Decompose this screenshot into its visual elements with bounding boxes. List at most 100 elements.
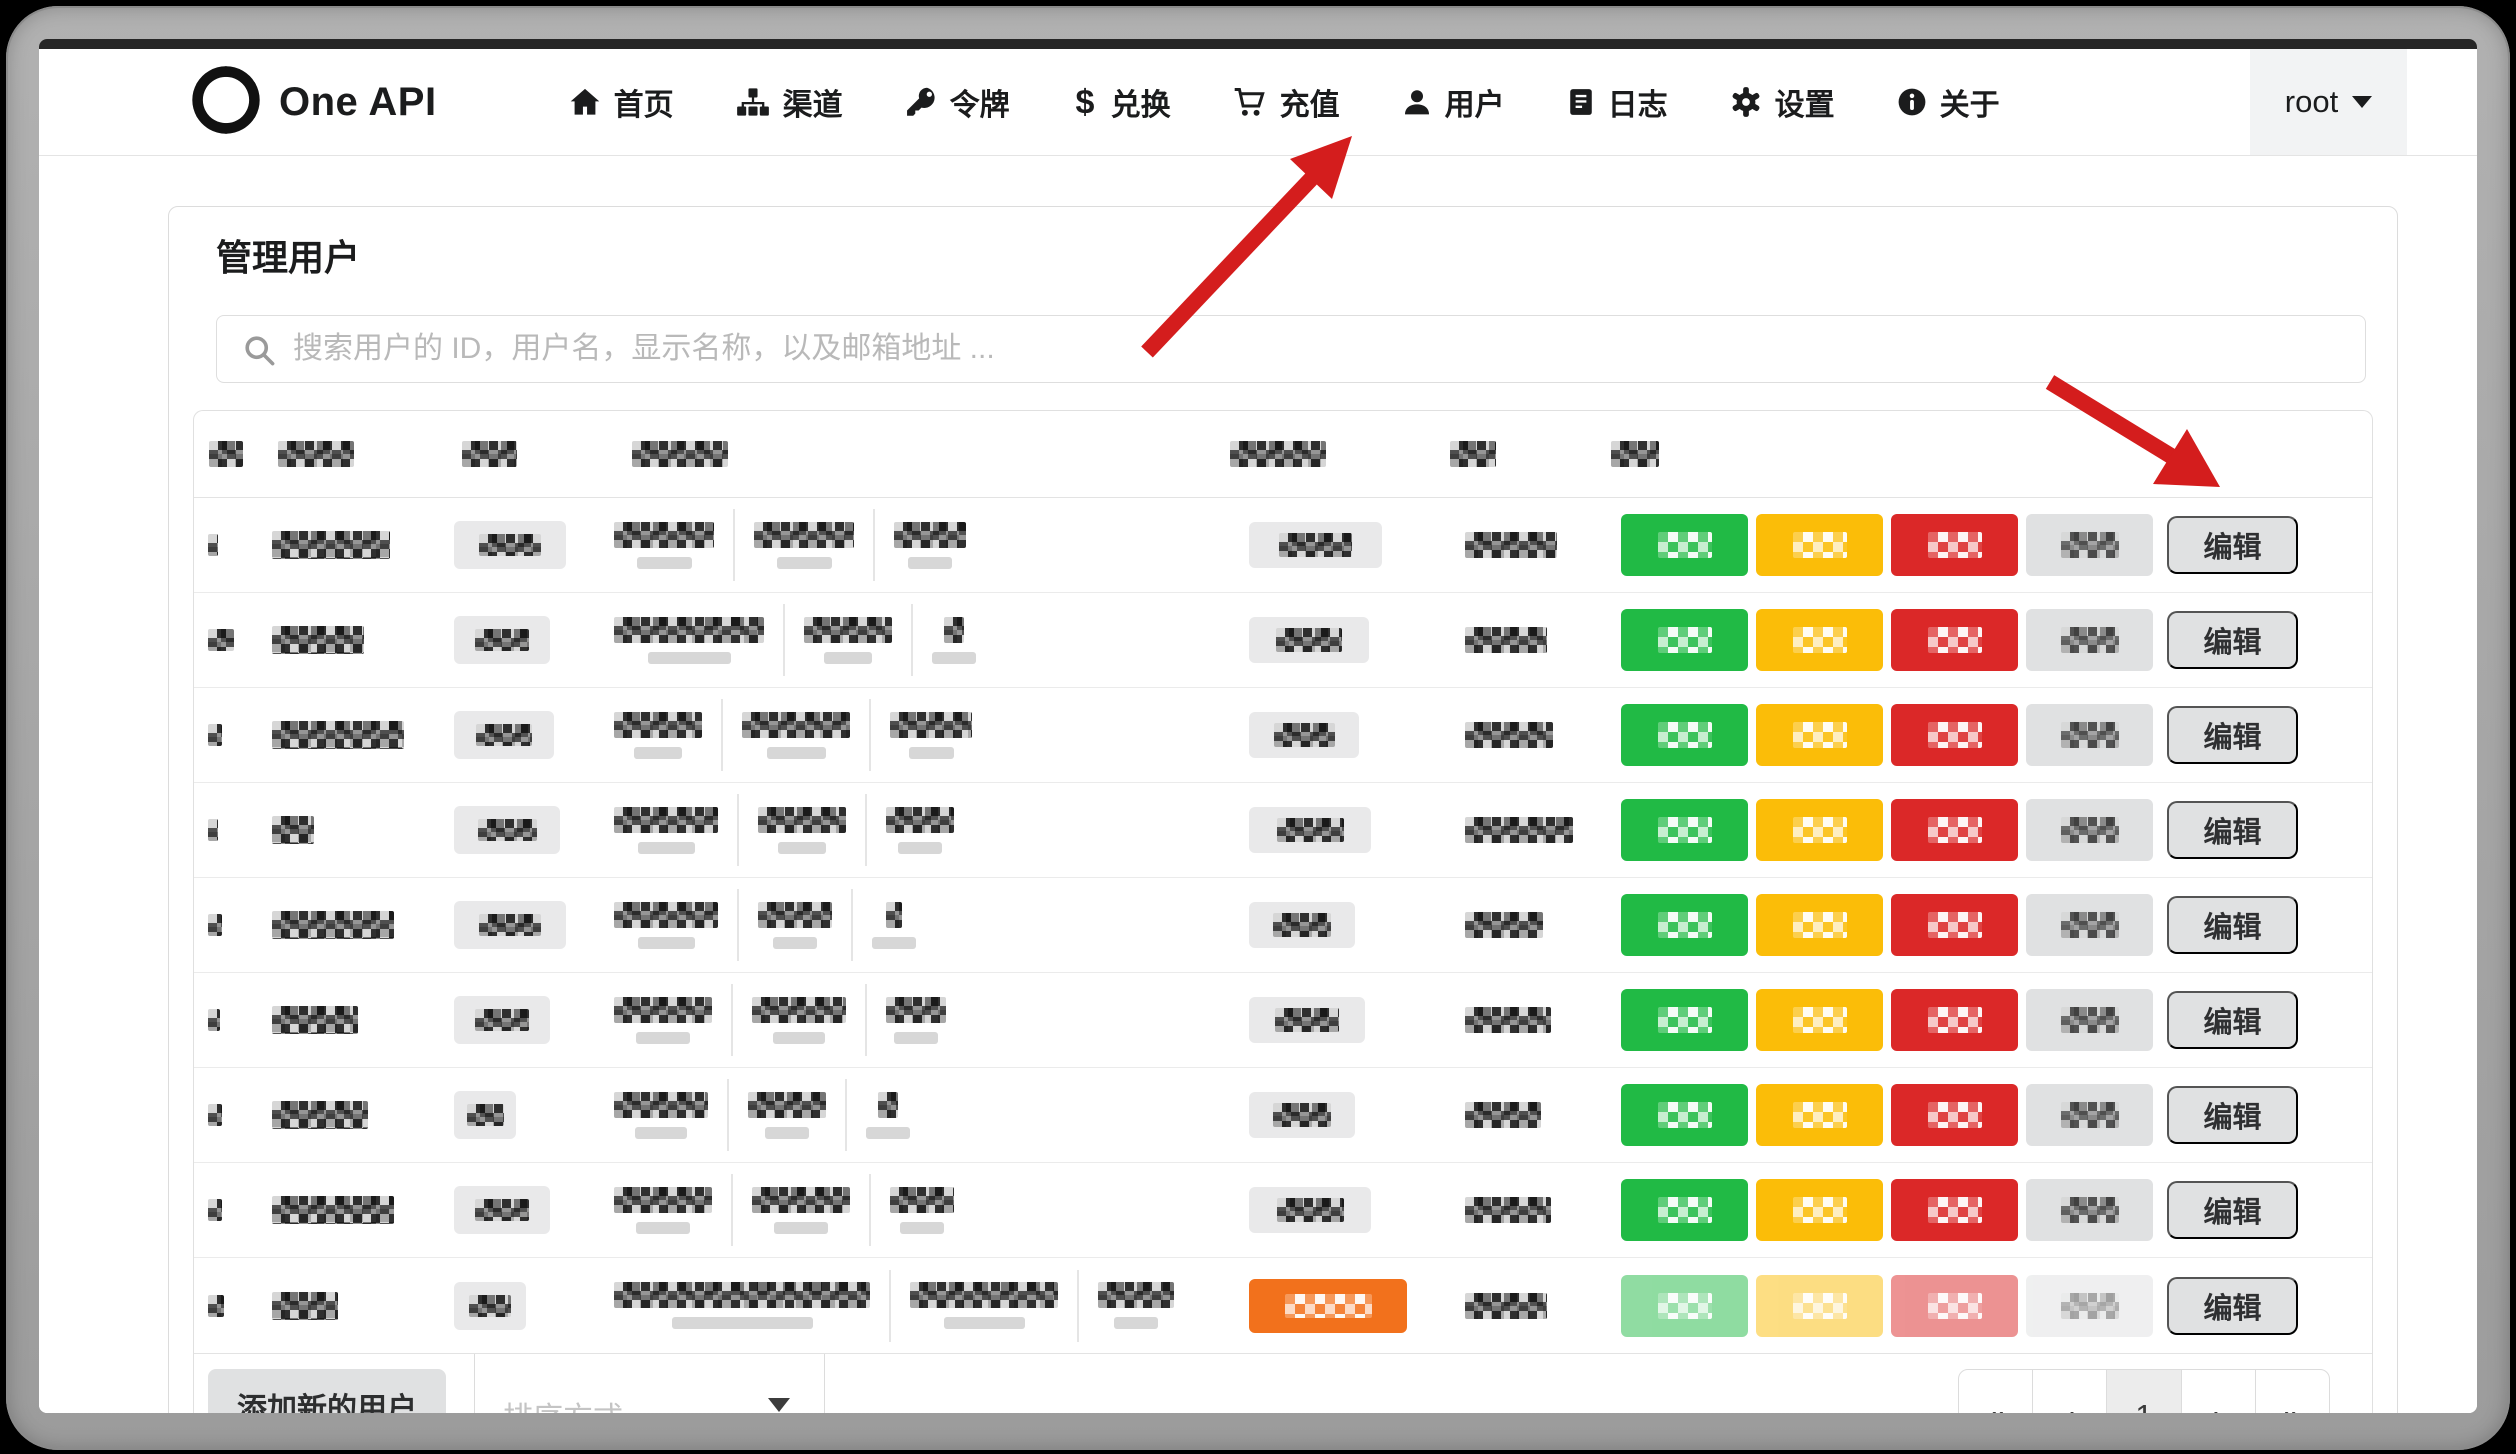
censored-text: [614, 1186, 712, 1213]
group-cell: [454, 1186, 596, 1234]
censored-text: [752, 1186, 850, 1213]
edit-button[interactable]: 编辑: [2167, 896, 2298, 954]
demote-button[interactable]: [1756, 1179, 1883, 1241]
stat-censored: [890, 1186, 954, 1234]
censored-text: [2060, 817, 2119, 843]
nav-item-users[interactable]: 用户: [1402, 80, 1505, 124]
page-next[interactable]: ›: [2180, 1370, 2255, 1413]
promote-button[interactable]: [1621, 704, 1748, 766]
page-last[interactable]: »: [2254, 1370, 2329, 1413]
group-badge: [454, 711, 554, 759]
table-row: 编辑: [194, 1068, 2372, 1163]
nav-item-about[interactable]: 关于: [1897, 80, 2000, 124]
quota-stats: [596, 699, 1242, 771]
nav-item-channels[interactable]: 渠道: [736, 80, 843, 124]
account-name: root: [2284, 84, 2339, 119]
delete-button[interactable]: [1891, 704, 2018, 766]
demote-button[interactable]: [1756, 894, 1883, 956]
promote-button[interactable]: [1621, 514, 1748, 576]
delete-button[interactable]: [1891, 609, 2018, 671]
nav-item-logs[interactable]: 日志: [1567, 80, 1668, 124]
disable-button[interactable]: [2026, 609, 2153, 671]
account-dropdown[interactable]: root: [2250, 49, 2407, 155]
browser-window: One API 首页 渠道 令牌 $兑换 充值 用户 日志 设置 关于 root 管理用户 编辑…: [39, 39, 2477, 1413]
page-title: 管理用户: [216, 237, 361, 278]
table-row: 编辑: [194, 973, 2372, 1068]
stat-label-censored: [766, 746, 826, 759]
edit-button[interactable]: 编辑: [2167, 706, 2298, 764]
edit-button[interactable]: 编辑: [2167, 1276, 2298, 1335]
delete-button[interactable]: [1891, 799, 2018, 861]
actions-cell: 编辑: [1614, 704, 2372, 766]
column-header-censored: [1596, 441, 2372, 467]
disable-button[interactable]: [2026, 1274, 2153, 1337]
nav-item-home[interactable]: 首页: [569, 80, 674, 124]
promote-button[interactable]: [1621, 1274, 1748, 1337]
delete-button[interactable]: [1891, 514, 2018, 576]
nav-item-settings[interactable]: 设置: [1730, 80, 1835, 124]
disable-button[interactable]: [2026, 894, 2153, 956]
quota-stats: [596, 889, 1242, 961]
promote-button[interactable]: [1621, 894, 1748, 956]
censored-text: [2060, 1007, 2119, 1033]
censored-text: [1284, 1293, 1372, 1318]
censored-text: [1276, 818, 1344, 842]
disable-button[interactable]: [2026, 704, 2153, 766]
demote-button[interactable]: [1756, 799, 1883, 861]
stat-divider: [845, 1079, 847, 1151]
stat-divider: [869, 699, 871, 771]
demote-button[interactable]: [1756, 609, 1883, 671]
edit-button[interactable]: 编辑: [2167, 991, 2298, 1049]
nav-item-redemptions[interactable]: $ 兑换: [1072, 80, 1170, 124]
stat-divider: [851, 889, 853, 961]
delete-button[interactable]: [1891, 1084, 2018, 1146]
add-user-button[interactable]: 添加新的用户: [208, 1369, 446, 1413]
promote-button[interactable]: [1621, 989, 1748, 1051]
censored-text: [208, 1009, 220, 1031]
edit-button[interactable]: 编辑: [2167, 611, 2298, 669]
disable-button[interactable]: [2026, 1179, 2153, 1241]
page-current[interactable]: 1: [2106, 1370, 2181, 1413]
demote-button[interactable]: [1756, 1274, 1883, 1337]
edit-button[interactable]: 编辑: [2167, 801, 2298, 859]
sort-dropdown[interactable]: 排序方式: [474, 1354, 825, 1413]
role-cell: [1242, 1278, 1456, 1333]
disable-button[interactable]: [2026, 1084, 2153, 1146]
page-prev[interactable]: ‹: [2032, 1370, 2106, 1413]
page-first[interactable]: «: [1959, 1370, 2032, 1413]
promote-button[interactable]: [1621, 1179, 1748, 1241]
censored-text: [1465, 1102, 1541, 1128]
delete-button[interactable]: [1891, 989, 2018, 1051]
disable-button[interactable]: [2026, 799, 2153, 861]
demote-button[interactable]: [1756, 989, 1883, 1051]
promote-button[interactable]: [1621, 799, 1748, 861]
edit-button[interactable]: 编辑: [2167, 516, 2298, 574]
stat-divider: [731, 984, 733, 1056]
edit-button[interactable]: 编辑: [2167, 1181, 2298, 1239]
nav-item-topup[interactable]: 充值: [1233, 80, 1340, 124]
stat-censored: [754, 521, 854, 569]
demote-button[interactable]: [1756, 1084, 1883, 1146]
demote-button[interactable]: [1756, 704, 1883, 766]
disable-button[interactable]: [2026, 514, 2153, 576]
edit-button[interactable]: 编辑: [2167, 1086, 2298, 1144]
stat-censored: [1098, 1282, 1174, 1329]
quota-stats: [596, 1079, 1242, 1151]
promote-button[interactable]: [1621, 609, 1748, 671]
disable-button[interactable]: [2026, 989, 2153, 1051]
stat-censored: [758, 806, 846, 854]
stat-label-censored: [776, 556, 832, 569]
nav-item-tokens[interactable]: 令牌: [905, 80, 1010, 124]
demote-button[interactable]: [1756, 514, 1883, 576]
stat-label-censored: [932, 651, 976, 664]
pagination: «‹1›»: [1958, 1369, 2330, 1413]
promote-button[interactable]: [1621, 1084, 1748, 1146]
search-input[interactable]: [216, 315, 2366, 383]
group-cell: [454, 1281, 596, 1330]
censored-text: [1927, 1197, 1982, 1223]
group-badge: [454, 806, 560, 854]
home-icon: [569, 86, 601, 118]
delete-button[interactable]: [1891, 1179, 2018, 1241]
delete-button[interactable]: [1891, 894, 2018, 956]
delete-button[interactable]: [1891, 1274, 2018, 1337]
